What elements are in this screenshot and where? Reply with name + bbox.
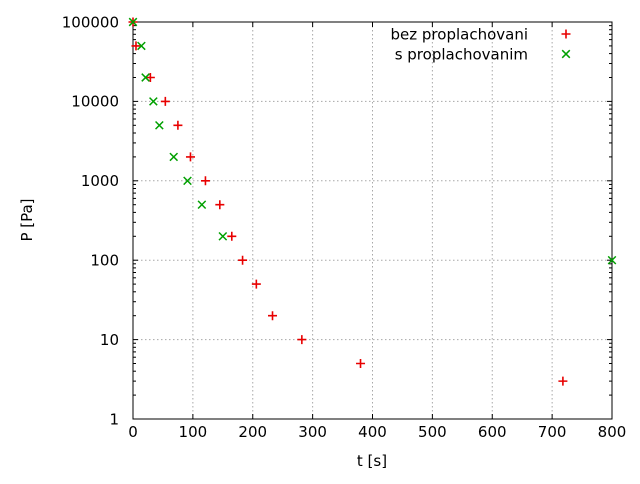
plus-marker-icon xyxy=(173,120,183,130)
x-axis-label: t [s] xyxy=(357,452,387,470)
plus-marker-icon xyxy=(145,72,155,82)
x-tick-label: 700 xyxy=(538,423,567,441)
plus-marker-icon xyxy=(356,359,366,369)
tick-label-layer: 0 100 200 300 400 500 600 700 800 1 10 100 1000 10000… xyxy=(62,13,627,441)
plus-marker-icon xyxy=(238,255,248,265)
y-tick-label: 100 xyxy=(90,251,119,269)
y-tick-label: 10 xyxy=(100,331,119,349)
cross-marker-icon xyxy=(169,152,179,162)
y-tick-label: 100000 xyxy=(62,13,119,31)
plus-marker-icon xyxy=(561,29,571,39)
plus-marker-icon xyxy=(160,96,170,106)
legend: bez proplachovani s proplachovanim xyxy=(391,25,571,63)
plus-marker-icon xyxy=(215,200,225,210)
x-tick-label: 300 xyxy=(298,423,327,441)
plus-marker-icon xyxy=(185,152,195,162)
plus-marker-icon xyxy=(227,231,237,241)
cross-marker-icon xyxy=(128,17,138,27)
series-1-points xyxy=(128,17,568,386)
plus-marker-icon xyxy=(268,311,278,321)
y-axis-label: P [Pa] xyxy=(18,198,36,241)
legend-marker-cross-icon xyxy=(561,49,571,59)
plus-marker-icon xyxy=(297,335,307,345)
cross-marker-icon xyxy=(197,200,207,210)
legend-label-series2: s proplachovanim xyxy=(395,45,528,63)
x-tick-label: 200 xyxy=(238,423,267,441)
cross-marker-icon xyxy=(137,41,146,51)
y-tick-label: 10000 xyxy=(71,93,119,111)
x-tick-label: 0 xyxy=(128,423,138,441)
cross-marker-icon xyxy=(155,120,164,130)
legend-label-series1: bez proplachovani xyxy=(391,25,528,43)
x-tick-label: 500 xyxy=(418,423,447,441)
x-tick-label: 800 xyxy=(598,423,627,441)
x-tick-label: 600 xyxy=(478,423,507,441)
grid-layer xyxy=(133,22,612,419)
cross-marker-icon xyxy=(561,49,571,59)
plus-marker-icon xyxy=(558,376,568,386)
plus-marker-icon xyxy=(131,41,141,51)
cross-marker-icon xyxy=(141,73,150,82)
cross-marker-icon xyxy=(607,255,617,265)
plus-marker-icon xyxy=(251,279,261,289)
cross-marker-icon xyxy=(183,176,192,186)
x-tick-label: 400 xyxy=(358,423,387,441)
x-tick-label: 100 xyxy=(179,423,208,441)
y-tick-label: 1000 xyxy=(81,172,119,190)
plus-marker-icon xyxy=(200,176,210,186)
data-point-layer xyxy=(128,17,617,386)
plot-border xyxy=(132,21,613,420)
cross-marker-icon xyxy=(218,231,228,241)
series-2-points xyxy=(128,17,617,265)
legend-marker-plus-icon xyxy=(561,29,571,39)
cross-marker-icon xyxy=(149,97,158,106)
y-tick-label: 1 xyxy=(109,410,119,428)
